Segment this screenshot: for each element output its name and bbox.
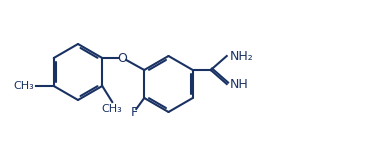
Text: F: F	[131, 105, 138, 118]
Text: CH₃: CH₃	[13, 81, 34, 91]
Text: NH: NH	[230, 78, 248, 90]
Text: O: O	[117, 51, 127, 64]
Text: NH₂: NH₂	[230, 50, 253, 63]
Text: CH₃: CH₃	[102, 104, 123, 114]
